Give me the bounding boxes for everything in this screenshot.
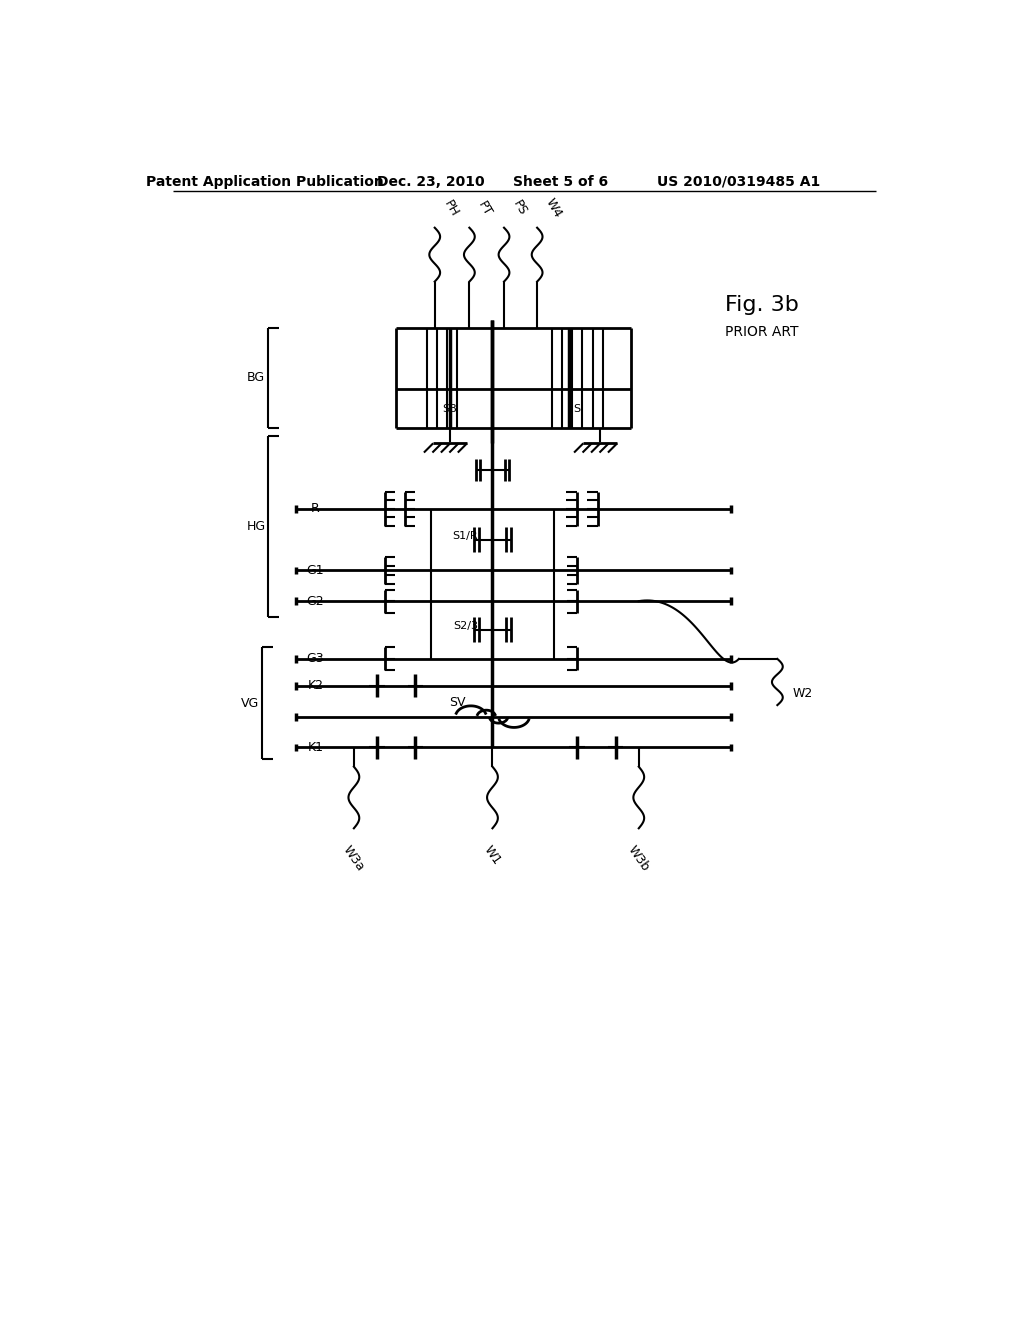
Text: G3: G3	[306, 652, 325, 665]
Text: BG: BG	[247, 371, 265, 384]
Text: SB: SB	[442, 404, 458, 413]
Text: SV: SV	[450, 696, 466, 709]
Text: W1: W1	[481, 843, 504, 867]
Text: VG: VG	[241, 697, 259, 710]
Text: PH: PH	[441, 198, 461, 219]
Text: G2: G2	[306, 594, 325, 607]
Text: Patent Application Publication: Patent Application Publication	[146, 174, 384, 189]
Text: G1: G1	[306, 564, 325, 577]
Text: Fig. 3b: Fig. 3b	[725, 294, 799, 314]
Text: S2/3: S2/3	[453, 620, 478, 631]
Text: PRIOR ART: PRIOR ART	[725, 325, 799, 339]
Text: W4: W4	[544, 197, 564, 220]
Text: US 2010/0319485 A1: US 2010/0319485 A1	[657, 174, 820, 189]
Text: HG: HG	[247, 520, 265, 532]
Text: PS: PS	[510, 198, 529, 218]
Text: W3a: W3a	[341, 843, 368, 874]
Text: Sheet 5 of 6: Sheet 5 of 6	[513, 174, 608, 189]
Text: Dec. 23, 2010: Dec. 23, 2010	[377, 174, 484, 189]
Text: PT: PT	[475, 198, 495, 218]
Text: R: R	[311, 502, 319, 515]
Text: W2: W2	[793, 686, 813, 700]
Text: K1: K1	[307, 741, 324, 754]
Text: S1/R: S1/R	[453, 531, 478, 541]
Text: K2: K2	[307, 680, 324, 693]
Text: W3b: W3b	[626, 843, 652, 874]
Text: S: S	[573, 404, 581, 413]
